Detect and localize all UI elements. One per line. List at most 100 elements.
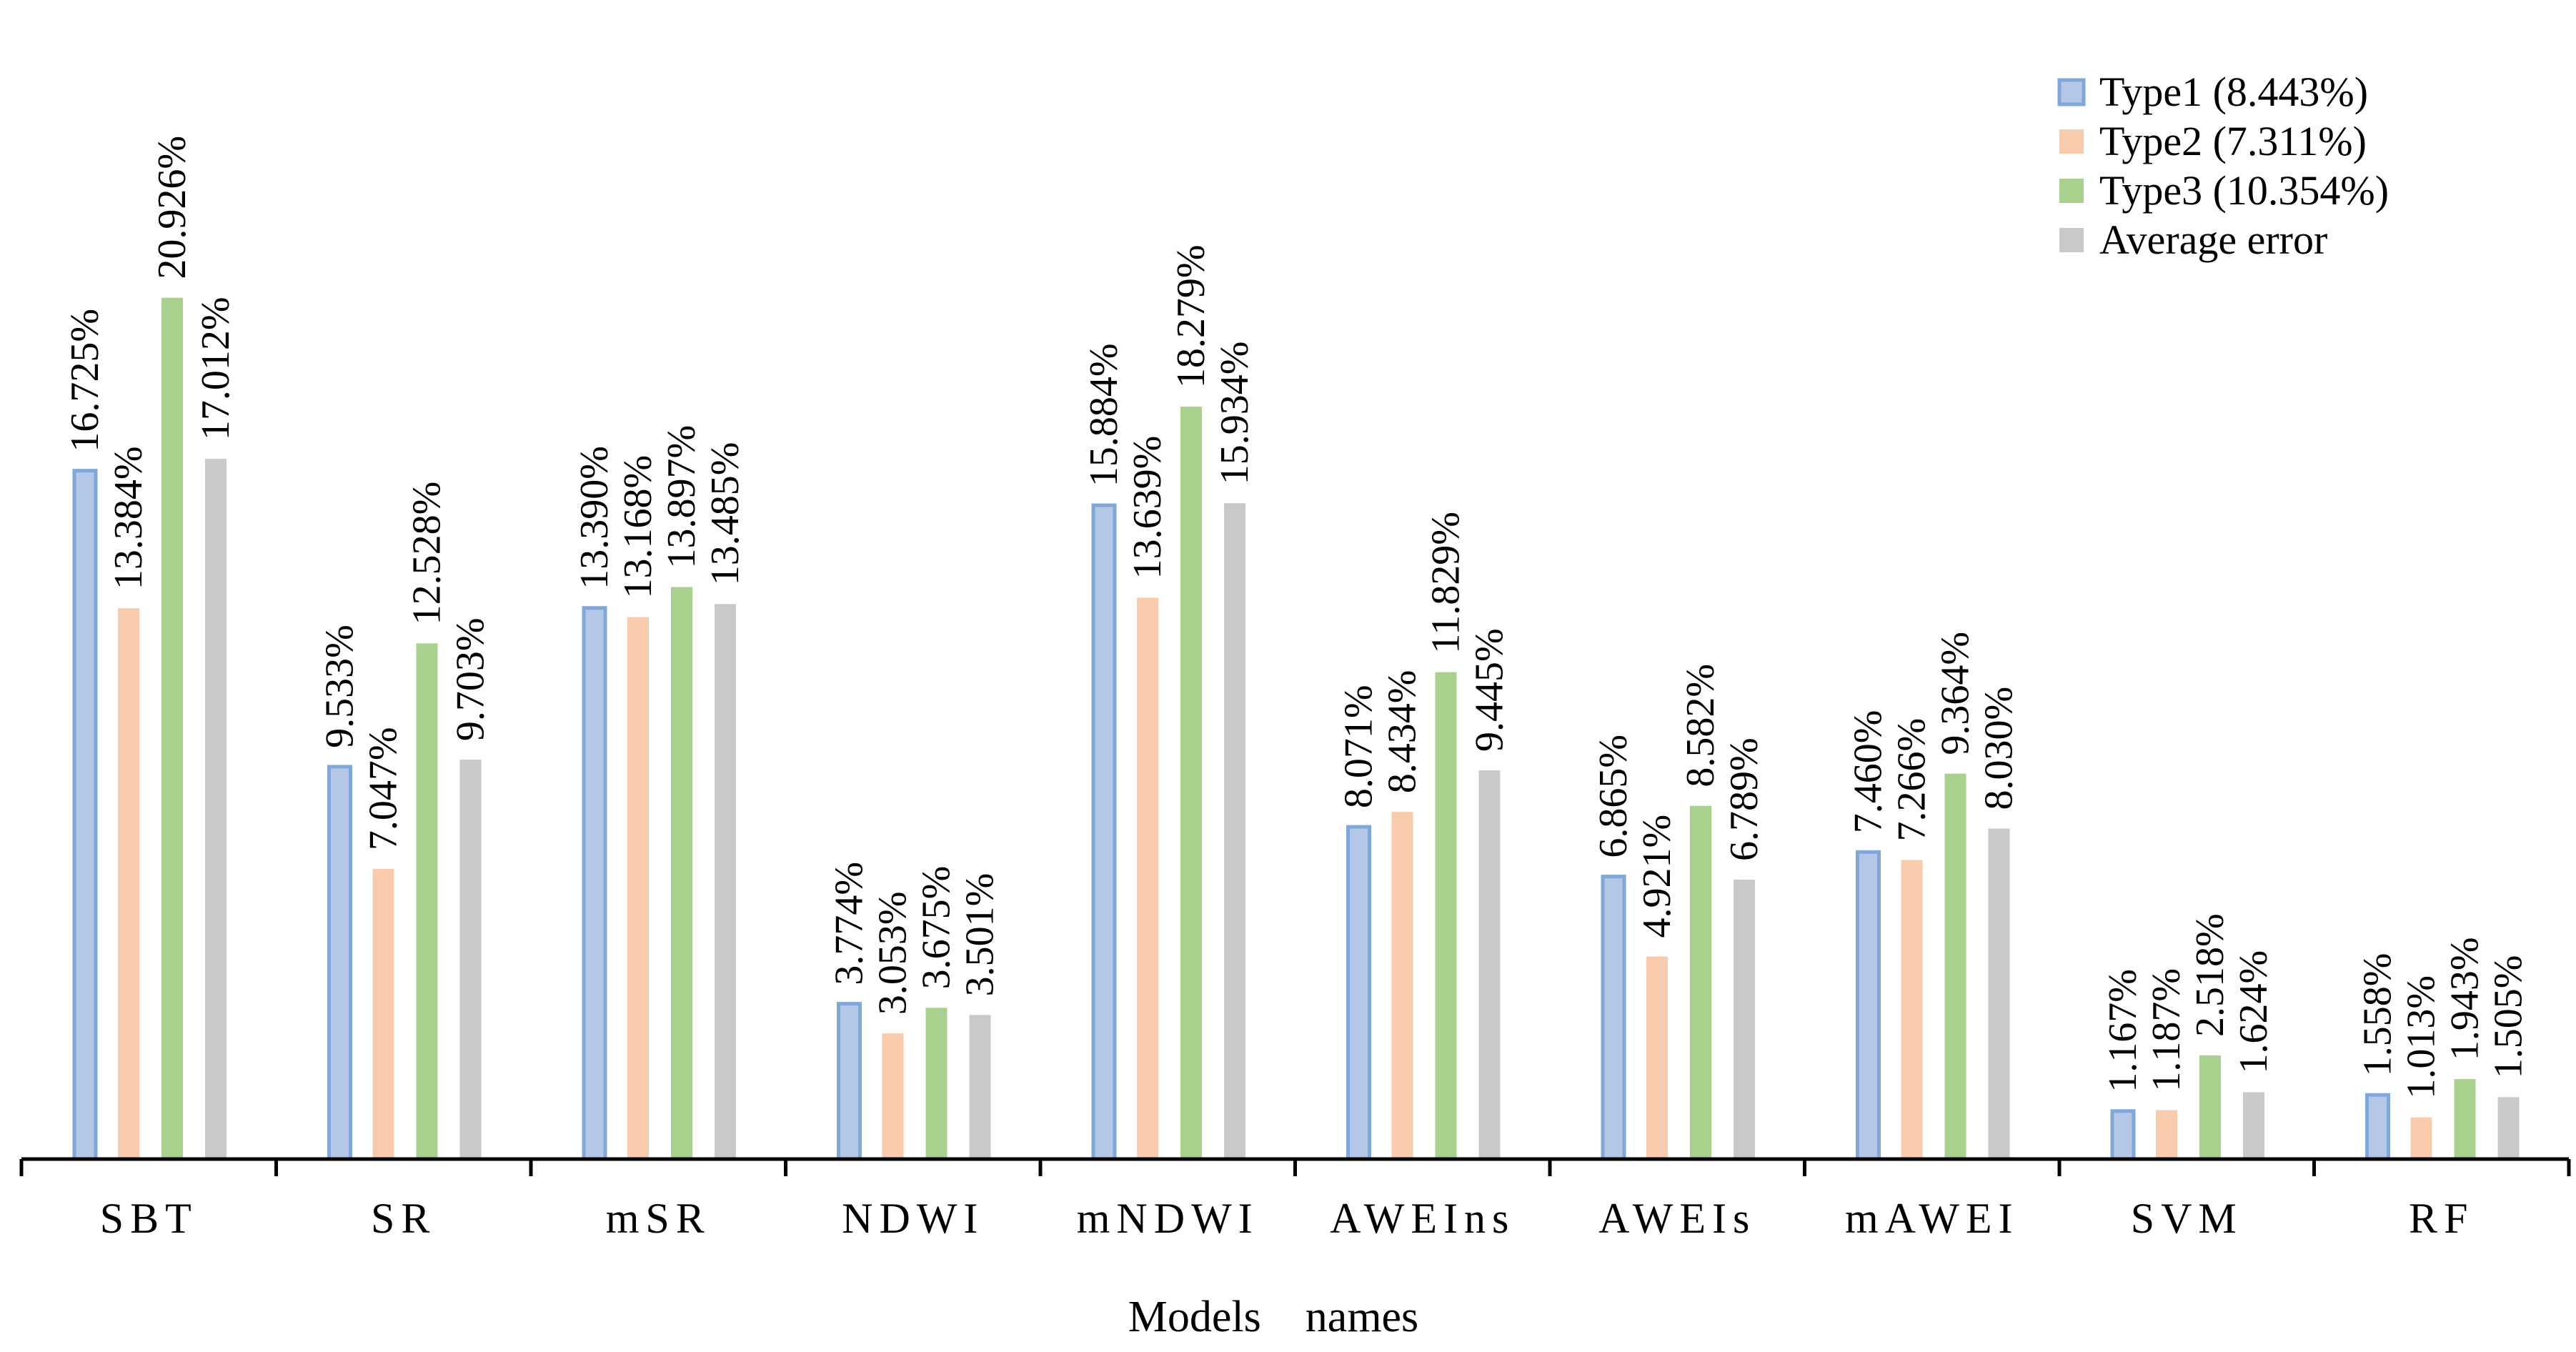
- bar-aweis-series-1: [1601, 875, 1626, 1161]
- data-label-ndwi-series-4: 3.501%: [958, 873, 1003, 997]
- data-label-aweis-series-1: 6.865%: [1591, 735, 1636, 858]
- legend-swatch-series-1: [2057, 78, 2086, 106]
- legend-label-series-1: Type1 (8.443%): [2099, 69, 2368, 115]
- x-ticks-layer: [19, 1159, 2571, 1176]
- data-label-sbt-series-1: 16.725%: [63, 309, 107, 452]
- data-label-mndwi-series-3: 18.279%: [1169, 244, 1213, 388]
- data-label-sbt-series-4: 17.012%: [194, 297, 238, 440]
- bar-msr-series-2: [627, 617, 649, 1159]
- data-label-msr-series-3: 13.897%: [660, 425, 704, 569]
- data-label-msr-series-1: 13.390%: [572, 446, 617, 590]
- data-label-ndwi-series-3: 3.675%: [915, 866, 959, 990]
- x-tick-label-msr: mSR: [606, 1195, 711, 1242]
- bar-ndwi-series-2: [882, 1033, 904, 1159]
- legend-label-series-2: Type2 (7.311%): [2099, 118, 2367, 164]
- data-label-svm-series-4: 1.624%: [2232, 950, 2276, 1074]
- bar-aweis-series-2: [1646, 956, 1668, 1159]
- data-label-aweins-series-4: 9.445%: [1468, 628, 1512, 752]
- data-label-rf-series-2: 1.013%: [2400, 975, 2444, 1099]
- bar-ndwi-series-1: [837, 1002, 862, 1161]
- bar-svm-series-1: [2110, 1109, 2136, 1161]
- bar-mawei-series-3: [1944, 773, 1966, 1159]
- bar-rf-series-1: [2365, 1093, 2390, 1161]
- bar-sbt-series-4: [205, 459, 227, 1159]
- bar-aweis-series-3: [1690, 805, 1711, 1159]
- bar-rf-series-4: [2497, 1097, 2520, 1159]
- bar-sbt-series-3: [161, 297, 183, 1160]
- bar-mndwi-series-4: [1224, 503, 1245, 1159]
- bar-svm-series-2: [2156, 1110, 2177, 1159]
- x-tick-label-mawei: mAWEI: [1845, 1195, 2019, 1242]
- x-tick-label-ndwi: NDWI: [842, 1195, 984, 1242]
- bar-aweis-series-4: [1734, 879, 1755, 1159]
- data-label-aweis-series-3: 8.582%: [1679, 664, 1723, 787]
- data-label-ndwi-series-1: 3.774%: [827, 862, 872, 985]
- bar-mndwi-series-2: [1137, 597, 1158, 1159]
- data-label-aweis-series-4: 6.789%: [1722, 737, 1766, 861]
- legend-label-series-3: Type3 (10.354%): [2099, 167, 2389, 214]
- data-label-mawei-series-3: 9.364%: [1934, 632, 1978, 755]
- data-label-aweis-series-2: 4.921%: [1635, 815, 1679, 938]
- data-label-aweins-series-1: 8.071%: [1337, 685, 1381, 808]
- data-label-mawei-series-2: 7.266%: [1890, 718, 1934, 842]
- data-label-mndwi-series-2: 13.639%: [1125, 436, 1170, 580]
- data-label-rf-series-4: 1.505%: [2487, 955, 2531, 1079]
- data-label-aweins-series-2: 8.434%: [1381, 670, 1425, 794]
- legend-swatch-series-2: [2059, 129, 2084, 154]
- bar-mndwi-series-1: [1091, 503, 1117, 1161]
- bar-sr-series-2: [372, 869, 394, 1159]
- data-label-rf-series-3: 1.943%: [2443, 937, 2487, 1060]
- bar-msr-series-3: [671, 587, 692, 1159]
- data-label-svm-series-3: 2.518%: [2188, 913, 2232, 1037]
- data-label-mndwi-series-4: 15.934%: [1213, 342, 1257, 485]
- x-tick-label-svm: SVM: [2131, 1195, 2243, 1242]
- data-label-mndwi-series-1: 15.884%: [1082, 343, 1126, 487]
- x-tick-label-sbt: SBT: [100, 1195, 198, 1242]
- bar-sr-series-4: [459, 760, 482, 1159]
- bar-ndwi-series-4: [969, 1015, 991, 1159]
- data-label-msr-series-4: 13.485%: [703, 442, 747, 586]
- bar-sr-series-3: [416, 643, 438, 1159]
- data-label-sr-series-4: 9.703%: [449, 617, 493, 741]
- x-tick-label-sr: SR: [371, 1195, 436, 1242]
- data-label-aweins-series-3: 11.829%: [1424, 512, 1468, 654]
- bar-rf-series-3: [2454, 1079, 2476, 1159]
- bar-aweins-series-3: [1435, 672, 1457, 1159]
- data-label-svm-series-2: 1.187%: [2144, 968, 2189, 1092]
- bar-msr-series-1: [582, 606, 607, 1161]
- data-label-sr-series-3: 12.528%: [405, 482, 449, 625]
- data-label-svm-series-1: 1.167%: [2101, 969, 2145, 1093]
- bar-svm-series-3: [2199, 1055, 2221, 1159]
- bar-aweins-series-4: [1478, 770, 1501, 1159]
- x-axis-title: Models names: [1128, 1293, 1418, 1341]
- bar-sbt-series-2: [118, 608, 139, 1159]
- legend-swatch-series-3: [2059, 179, 2084, 203]
- data-label-ndwi-series-2: 3.053%: [871, 891, 915, 1015]
- data-label-mawei-series-1: 7.460%: [1846, 710, 1891, 834]
- bar-sr-series-1: [327, 765, 352, 1161]
- x-tick-label-aweis: AWEIs: [1598, 1195, 1756, 1242]
- legend-swatch-series-4: [2059, 228, 2084, 252]
- bar-mndwi-series-3: [1180, 407, 1202, 1159]
- bar-aweins-series-2: [1391, 812, 1413, 1159]
- bar-rf-series-2: [2410, 1117, 2432, 1159]
- x-tick-label-rf: RF: [2409, 1195, 2474, 1242]
- data-labels-layer: 16.725%13.384% 20.926%17.012% 9.533%7.047%…: [63, 136, 2531, 1099]
- bar-mawei-series-1: [1856, 850, 1881, 1161]
- data-label-rf-series-1: 1.558%: [2356, 953, 2400, 1077]
- legend-label-series-4: Average error: [2099, 217, 2327, 263]
- data-label-sbt-series-3: 20.926%: [150, 136, 194, 279]
- bar-msr-series-4: [715, 604, 736, 1159]
- x-tick-label-mndwi: mNDWI: [1077, 1195, 1259, 1242]
- bars-layer: [72, 297, 2520, 1161]
- bar-sbt-series-1: [72, 469, 98, 1161]
- bar-svm-series-4: [2243, 1092, 2264, 1159]
- bar-mawei-series-4: [1988, 828, 2010, 1159]
- legend: Type1 (8.443%)Type2 (7.311%)Type3 (10.35…: [2057, 69, 2389, 263]
- data-label-mawei-series-4: 8.030%: [1977, 687, 2021, 810]
- bar-mawei-series-2: [1901, 860, 1923, 1159]
- bar-ndwi-series-3: [925, 1008, 948, 1159]
- bar-aweins-series-1: [1346, 825, 1371, 1161]
- x-tick-label-aweins: AWEIns: [1330, 1195, 1515, 1242]
